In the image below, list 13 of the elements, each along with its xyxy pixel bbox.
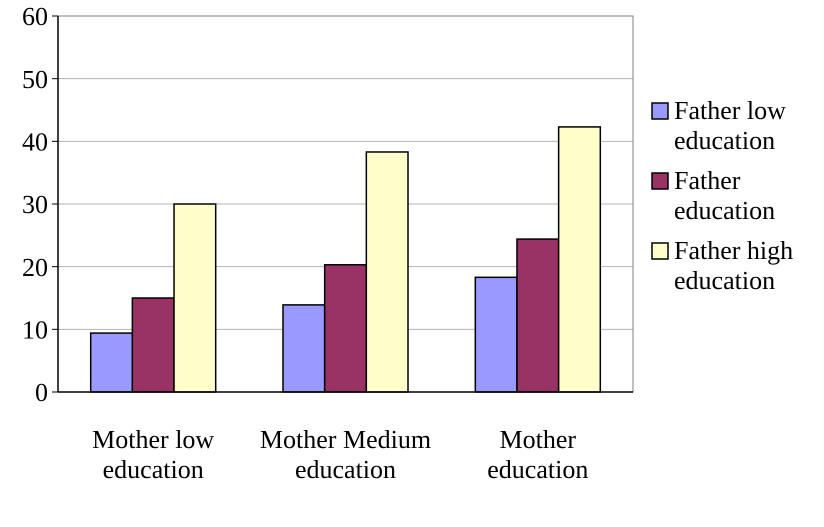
- legend-label: Father education: [674, 166, 776, 225]
- legend-label: Father low education: [674, 96, 786, 155]
- y-tick-label: 0: [35, 378, 48, 408]
- y-tick-label: 60: [22, 2, 48, 32]
- x-tick-label: Mother low education: [92, 425, 214, 484]
- y-tick-label: 30: [22, 190, 48, 220]
- y-tick-label: 40: [22, 127, 48, 156]
- y-tick-label: 20: [22, 252, 48, 282]
- legend-label: Father high education: [674, 236, 794, 295]
- y-tick-label: 10: [22, 315, 48, 344]
- x-tick-label: Mother education: [487, 425, 588, 484]
- x-tick-label: Mother Medium education: [260, 425, 432, 484]
- y-tick-label: 50: [22, 64, 48, 94]
